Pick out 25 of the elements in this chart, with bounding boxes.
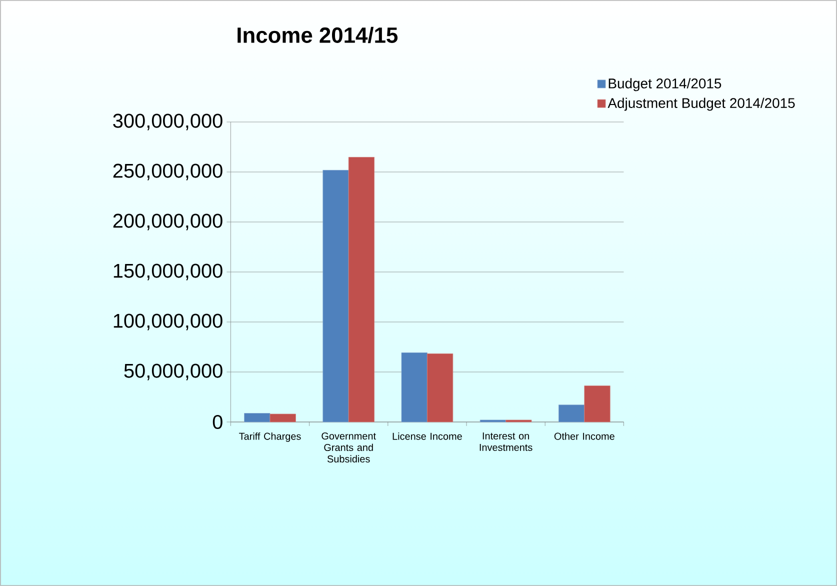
legend-label: Adjustment Budget 2014/2015 (608, 98, 795, 111)
bar (401, 352, 428, 422)
y-tick-label: 250,000,000 (113, 164, 222, 180)
bar (480, 420, 506, 422)
x-tick-label: Government Grants and Subsidies (322, 432, 376, 462)
bar (348, 156, 375, 422)
x-tick-label: Interest on Investments (480, 432, 532, 451)
bar (584, 386, 610, 422)
y-tick-label: 0 (212, 414, 222, 430)
legend-label: Budget 2014/2015 (608, 78, 722, 92)
bar (558, 404, 585, 422)
bar (244, 413, 270, 422)
x-tick-label: Tariff Charges (239, 432, 301, 442)
bar (427, 353, 454, 422)
y-tick-label: 300,000,000 (113, 114, 222, 130)
y-tick-label: 50,000,000 (124, 364, 222, 380)
y-tick-label: 150,000,000 (114, 264, 222, 280)
x-tick-label: License Income (392, 432, 462, 440)
bar (322, 170, 349, 422)
bar (506, 420, 532, 422)
y-tick-label: 100,000,000 (114, 314, 222, 330)
x-tick-label: Other Income (554, 432, 614, 440)
chart-title: Income 2014/15 (238, 26, 398, 44)
bar (270, 414, 296, 422)
y-tick-label: 200,000,000 (113, 214, 222, 230)
